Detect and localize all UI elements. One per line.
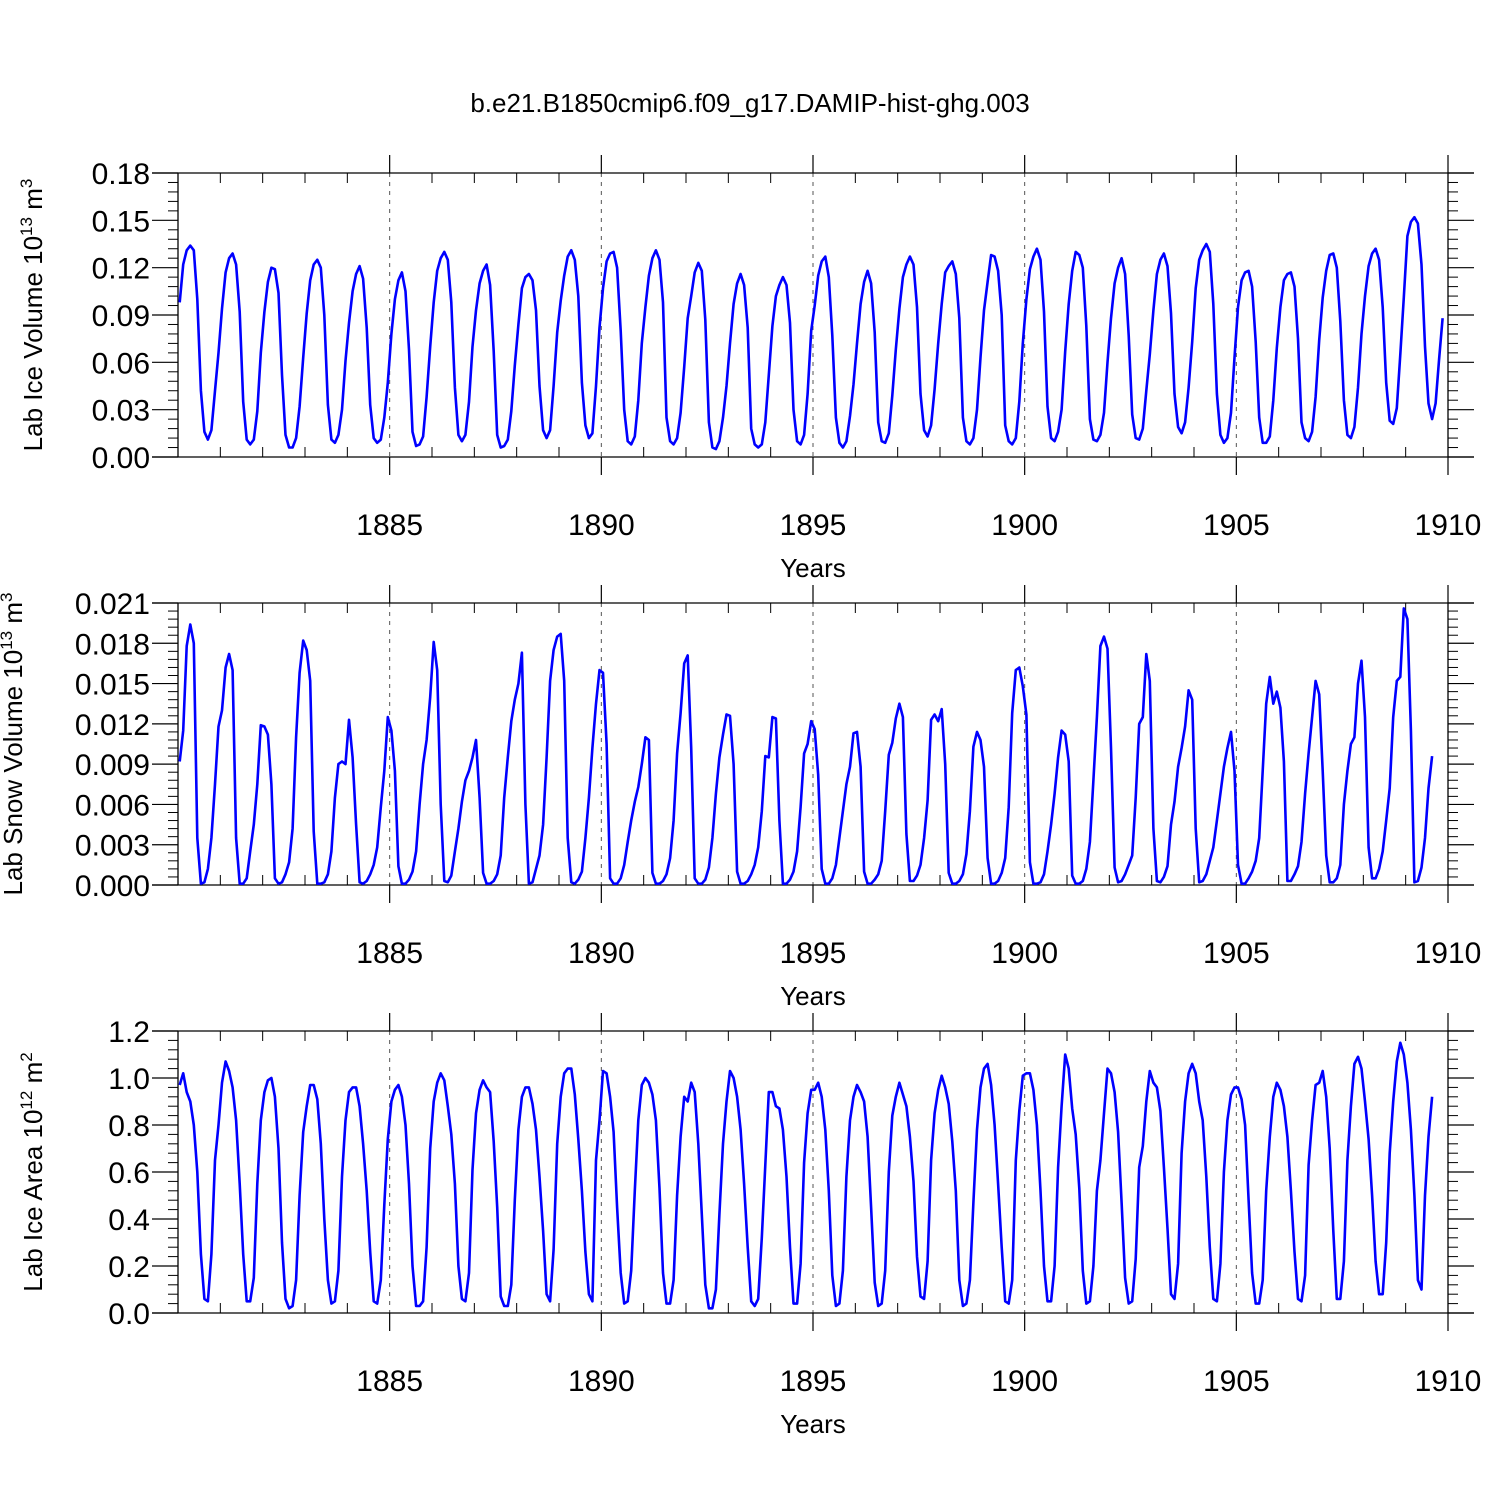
y-axis-label-unit-exponent: 3: [17, 179, 36, 188]
y-axis-label-exponent: 12: [17, 1091, 36, 1110]
y-axis-label-unit-exponent: 3: [0, 592, 16, 601]
y-tick-label: 0.0: [108, 1298, 150, 1331]
panel-3: 1885 1890 1895 1900 1905 1910 0.0 0.2 0.4 0.6 0.8 1…: [17, 1013, 1481, 1439]
y-axis-label-text: Lab Ice Volume 10: [18, 236, 48, 451]
y-tick-label: 0.021: [75, 588, 150, 621]
y-tick-label: 0.006: [75, 789, 150, 822]
y-tick-label: 0.009: [75, 749, 150, 782]
series-line: [178, 1041, 1434, 1310]
y-tick-label: 0.15: [92, 205, 150, 238]
y-axis-label-text: Lab Snow Volume 10: [0, 650, 28, 896]
panels: 1885 1890 1895 1900 1905 19100.000.030.060.09…: [0, 155, 1481, 1439]
x-tick-label: 1895: [780, 1365, 847, 1398]
y-tick-label: 0.8: [108, 1110, 150, 1143]
x-tick-label: 1910: [1415, 937, 1482, 970]
x-tick-label: 1890: [568, 1365, 635, 1398]
x-tick-label: 1885: [356, 937, 423, 970]
x-axis-label: Years: [780, 981, 846, 1011]
y-tick-label: 0.015: [75, 669, 150, 702]
x-tick-label: 1890: [568, 937, 635, 970]
panel-2: 1885 1890 1895 1900 1905 1910 0.000 0.003 0.006 0…: [0, 585, 1481, 1011]
y-tick-label: 0.018: [75, 628, 150, 661]
chart-title: b.e21.B1850cmip6.f09_g17.DAMIP-hist-ghg.…: [470, 88, 1029, 118]
y-tick-label: 0.003: [75, 830, 150, 863]
y-tick-label: 0.012: [75, 709, 150, 742]
x-axis-label: Years: [780, 553, 846, 583]
x-tick-label: 1905: [1203, 937, 1270, 970]
y-tick-label: 1.0: [108, 1063, 150, 1096]
y-axis-label: Lab Snow Volume 1013 m3: [0, 592, 28, 895]
x-tick-label: 1910: [1415, 509, 1482, 542]
x-tick-label: 1885: [356, 1365, 423, 1398]
x-tick-label: 1900: [991, 509, 1058, 542]
series-line: [178, 215, 1444, 451]
y-tick-label: 0.00: [92, 442, 150, 475]
x-tick-label: 1900: [991, 937, 1058, 970]
y-axis-label-unit: m: [18, 1062, 48, 1091]
y-axis-label-exponent: 13: [0, 631, 16, 650]
y-tick-label: 0.6: [108, 1157, 150, 1190]
y-axis-label-unit: m: [18, 188, 48, 217]
y-tick-label: 1.2: [108, 1016, 150, 1049]
y-axis-label-unit: m: [0, 602, 28, 631]
y-tick-label: 0.06: [92, 347, 150, 380]
x-tick-label: 1895: [780, 937, 847, 970]
y-axis-label: Lab Ice Area 1012 m2: [17, 1052, 48, 1291]
y-axis-label-text: Lab Ice Area 10: [18, 1110, 48, 1292]
x-tick-label: 1905: [1203, 1365, 1270, 1398]
x-tick-label: 1910: [1415, 1365, 1482, 1398]
y-tick-label: 0.03: [92, 395, 150, 428]
x-tick-label: 1885: [356, 509, 423, 542]
y-axis-label-exponent: 13: [17, 217, 36, 236]
x-tick-label: 1900: [991, 1365, 1058, 1398]
y-axis-label-unit-exponent: 2: [17, 1052, 36, 1061]
panel-1: 1885 1890 1895 1900 1905 1910 0.00 0.03 0.06 0.09…: [17, 155, 1481, 583]
x-tick-label: 1890: [568, 509, 635, 542]
y-tick-label: 0.12: [92, 253, 150, 286]
x-tick-label: 1905: [1203, 509, 1270, 542]
y-tick-label: 0.000: [75, 870, 150, 903]
y-tick-label: 0.4: [108, 1204, 150, 1237]
x-axis-label: Years: [780, 1409, 846, 1439]
series-line: [178, 607, 1434, 886]
x-tick-label: 1895: [780, 509, 847, 542]
y-tick-label: 0.09: [92, 300, 150, 333]
y-tick-label: 0.2: [108, 1251, 150, 1284]
y-tick-label: 0.18: [92, 158, 150, 191]
y-axis-label: Lab Ice Volume 1013 m3: [17, 179, 48, 452]
